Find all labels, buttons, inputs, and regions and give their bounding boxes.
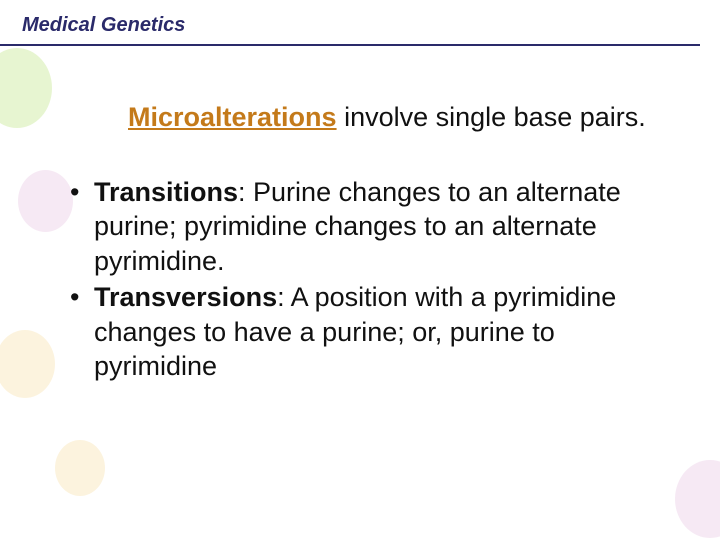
decorative-balloon <box>675 460 720 538</box>
intro-paragraph: Microalterations involve single base pai… <box>70 100 670 135</box>
list-item: Transversions: A position with a pyrimid… <box>70 280 670 384</box>
bullet-list: Transitions: Purine changes to an altern… <box>70 175 670 384</box>
decorative-balloon <box>55 440 105 496</box>
bullet-term: Transitions <box>94 177 238 207</box>
decorative-balloon <box>0 48 52 128</box>
header-rule <box>0 44 700 46</box>
intro-term: Microalterations <box>128 102 337 132</box>
bullet-term: Transversions <box>94 282 277 312</box>
decorative-balloon <box>18 170 73 232</box>
page-header: Medical Genetics <box>22 14 185 37</box>
list-item: Transitions: Purine changes to an altern… <box>70 175 670 279</box>
intro-rest: involve single base pairs. <box>337 102 646 132</box>
decorative-balloon <box>0 330 55 398</box>
slide-content: Microalterations involve single base pai… <box>70 100 670 386</box>
